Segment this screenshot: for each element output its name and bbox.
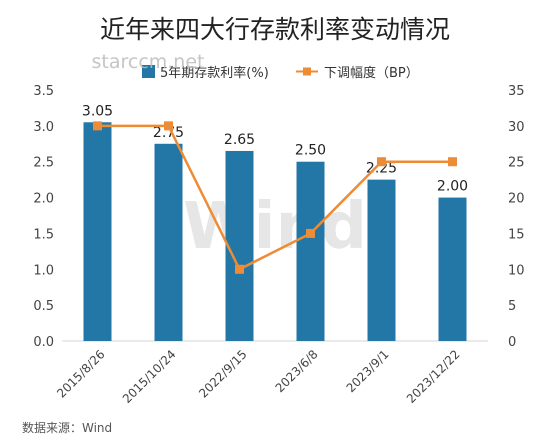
line-series <box>93 121 457 274</box>
right-axis: 0 5 10 15 20 25 30 35 <box>508 84 525 350</box>
bar <box>367 179 396 341</box>
line-marker <box>235 264 244 274</box>
right-axis-tick-label: 5 <box>508 299 516 314</box>
right-axis-tick-label: 30 <box>508 120 525 135</box>
left-axis-tick-label: 0.5 <box>33 299 54 314</box>
bar <box>225 150 254 341</box>
series-line <box>97 124 453 271</box>
x-axis-labels: 2015/8/26 2015/10/24 2022/9/15 2023/6/8 2023… <box>54 347 462 406</box>
left-axis-tick-label: 2.5 <box>33 156 54 171</box>
wind-watermark: Wind <box>183 190 367 264</box>
right-axis-tick-label: 10 <box>508 263 525 278</box>
x-axis-tick-label: 2023/9/1 <box>344 347 392 395</box>
bar-data-label: 2.75 <box>153 125 184 141</box>
legend-bar-swatch <box>142 65 155 78</box>
line-marker <box>377 157 386 167</box>
site-watermark: starccm.net <box>91 51 204 73</box>
bar <box>438 197 467 341</box>
bar <box>83 122 112 342</box>
source-note: 数据来源：Wind <box>22 420 112 435</box>
left-axis: 0.0 0.5 1.0 1.5 2.0 2.5 3.0 3.5 <box>33 84 54 350</box>
x-axis-tick-label: 2023/12/22 <box>404 347 463 406</box>
line-marker <box>448 157 457 167</box>
bar-data-label: 2.65 <box>224 132 255 148</box>
left-axis-tick-label: 0.0 <box>33 335 54 350</box>
left-axis-tick-label: 2.0 <box>33 192 54 207</box>
left-axis-tick-label: 1.5 <box>33 227 54 242</box>
bar-data-labels: 3.05 2.75 2.65 2.50 2.25 2.00 <box>82 103 468 194</box>
right-axis-tick-label: 0 <box>508 335 516 350</box>
legend-line-label: 下调幅度（BP） <box>324 65 419 81</box>
right-axis-tick-label: 35 <box>508 84 525 99</box>
bar-series <box>62 122 488 342</box>
legend: 5年期存款利率(%) 下调幅度（BP） <box>142 65 419 81</box>
bar <box>154 143 183 341</box>
x-axis-tick-label: 2023/6/8 <box>273 347 321 395</box>
x-axis-tick-label: 2022/9/15 <box>196 347 249 400</box>
bar-data-label: 2.00 <box>437 179 468 195</box>
chart-title: 近年来四大行存款利率变动情况 <box>100 15 450 44</box>
bar-data-label: 3.05 <box>82 103 113 119</box>
x-axis-tick-label: 2015/10/24 <box>120 347 179 406</box>
x-axis-tick-label: 2015/8/26 <box>54 347 107 400</box>
left-axis-tick-label: 1.0 <box>33 263 54 278</box>
legend-line-marker <box>303 67 311 76</box>
bar <box>296 161 325 341</box>
line-marker <box>306 228 315 238</box>
left-axis-tick-label: 3.0 <box>33 120 54 135</box>
line-marker <box>93 121 102 131</box>
left-axis-tick-label: 3.5 <box>33 84 54 99</box>
line-marker <box>164 121 173 131</box>
bar-data-label: 2.50 <box>295 143 326 159</box>
right-axis-tick-label: 25 <box>508 156 525 171</box>
bar-data-label: 2.25 <box>366 161 397 177</box>
right-axis-tick-label: 20 <box>508 192 525 207</box>
legend-bar-label: 5年期存款利率(%) <box>160 65 269 81</box>
right-axis-tick-label: 15 <box>508 227 525 242</box>
